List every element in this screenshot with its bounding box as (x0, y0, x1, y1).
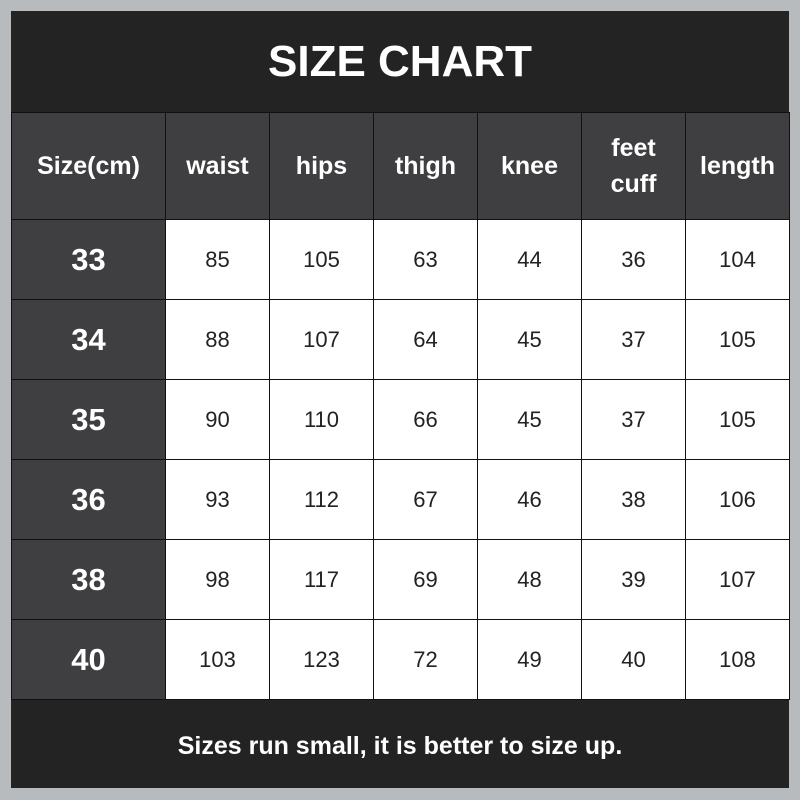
measurement-cell: 37 (581, 379, 686, 460)
size-cell: 33 (11, 219, 166, 300)
measurement-cell: 88 (165, 299, 270, 380)
column-header-waist: waist (165, 112, 270, 220)
measurement-cell: 93 (165, 459, 270, 540)
size-cell: 36 (11, 459, 166, 540)
measurement-cell: 39 (581, 539, 686, 620)
measurement-cell: 45 (477, 379, 582, 460)
size-cell: 38 (11, 539, 166, 620)
table-row: 34 88 107 64 45 37 105 (11, 299, 790, 380)
measurement-cell: 48 (477, 539, 582, 620)
measurement-cell: 46 (477, 459, 582, 540)
measurement-cell: 105 (685, 379, 790, 460)
measurement-cell: 123 (269, 619, 374, 700)
measurement-cell: 36 (581, 219, 686, 300)
measurement-cell: 66 (373, 379, 478, 460)
column-header-size-cm: Size(cm) (11, 112, 166, 220)
size-cell: 35 (11, 379, 166, 460)
table-row: 38 98 117 69 48 39 107 (11, 539, 790, 620)
measurement-cell: 40 (581, 619, 686, 700)
measurement-cell: 45 (477, 299, 582, 380)
measurement-cell: 69 (373, 539, 478, 620)
measurement-cell: 103 (165, 619, 270, 700)
measurement-cell: 106 (685, 459, 790, 540)
size-chart-frame: SIZE CHART Size(cm) waist hips thigh knee fee… (11, 11, 790, 788)
header-row: Size(cm) waist hips thigh knee feet cuff lengt… (11, 112, 790, 220)
measurement-cell: 107 (685, 539, 790, 620)
footer-note: Sizes run small, it is better to size up… (177, 731, 623, 760)
measurement-cell: 108 (685, 619, 790, 700)
measurement-cell: 105 (269, 219, 374, 300)
measurement-cell: 90 (165, 379, 270, 460)
column-header-hips: hips (269, 112, 374, 220)
measurement-cell: 49 (477, 619, 582, 700)
measurement-cell: 85 (165, 219, 270, 300)
measurement-cell: 72 (373, 619, 478, 700)
table-row: 36 93 112 67 46 38 106 (11, 459, 790, 540)
column-header-feet-cuff: feet cuff (581, 112, 686, 220)
size-cell: 40 (11, 619, 166, 700)
size-cell: 34 (11, 299, 166, 380)
table-row: 33 85 105 63 44 36 104 (11, 219, 790, 300)
column-header-knee: knee (477, 112, 582, 220)
measurement-cell: 110 (269, 379, 374, 460)
measurement-cell: 112 (269, 459, 374, 540)
measurement-cell: 38 (581, 459, 686, 540)
measurement-cell: 44 (477, 219, 582, 300)
measurement-cell: 117 (269, 539, 374, 620)
measurement-cell: 37 (581, 299, 686, 380)
size-table: Size(cm) waist hips thigh knee feet cuff lengt… (11, 112, 790, 700)
measurement-cell: 67 (373, 459, 478, 540)
measurement-cell: 64 (373, 299, 478, 380)
column-header-length: length (685, 112, 790, 220)
measurement-cell: 63 (373, 219, 478, 300)
measurement-cell: 98 (165, 539, 270, 620)
measurement-cell: 107 (269, 299, 374, 380)
table-row: 40 103 123 72 49 40 108 (11, 619, 790, 700)
column-header-thigh: thigh (373, 112, 478, 220)
chart-title: SIZE CHART (268, 36, 532, 86)
table-row: 35 90 110 66 45 37 105 (11, 379, 790, 460)
measurement-cell: 105 (685, 299, 790, 380)
measurement-cell: 104 (685, 219, 790, 300)
